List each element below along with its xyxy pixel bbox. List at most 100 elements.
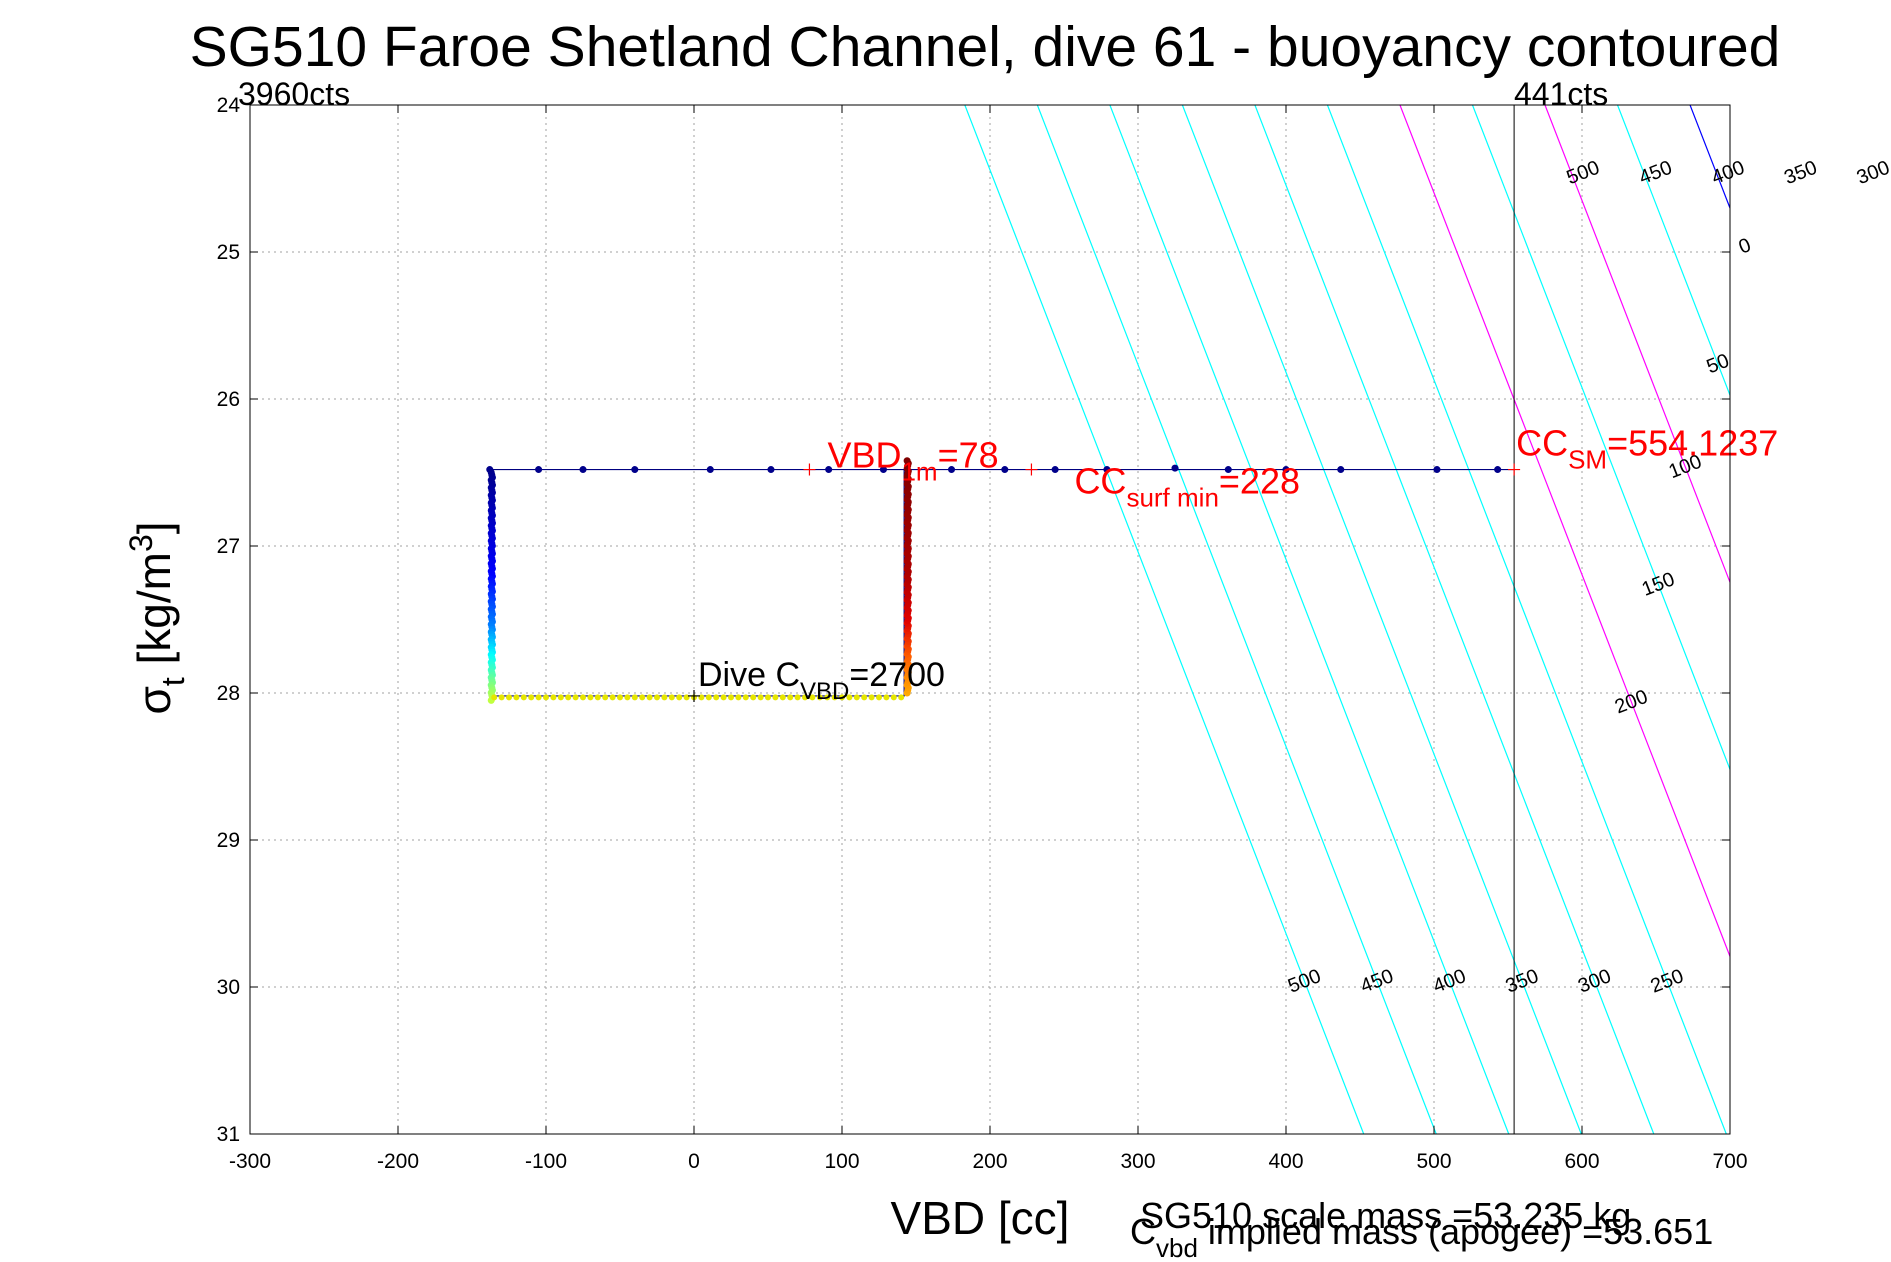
y-axis-label: σt [kg/m3] — [123, 521, 191, 714]
dive-points — [486, 457, 1502, 704]
bottom-point — [698, 694, 705, 701]
cc_sm-label: CCSM=554.1237 — [1516, 423, 1778, 475]
y-tick-label: 24 — [217, 94, 241, 117]
contour-line-100 — [1544, 105, 1730, 584]
bottom-point — [876, 694, 882, 701]
y-tick-label: 29 — [217, 829, 240, 852]
footer-implied-mass: Cvbd implied mass (apogee) =53.651 — [1130, 1211, 1713, 1262]
cc_surf_min-label: CCsurf min=228 — [1074, 461, 1300, 513]
x-tick-label: 500 — [1416, 1150, 1451, 1173]
surface-point — [1494, 466, 1502, 474]
y-tick-label: 30 — [217, 976, 240, 999]
bottom-point — [824, 694, 831, 701]
footer-implied-mass-tail: implied mass (apogee) =53.651 — [1198, 1211, 1713, 1252]
bottom-point — [639, 694, 646, 701]
bottom-point — [779, 694, 786, 701]
cc_surf_min-label-value: =228 — [1219, 461, 1300, 502]
contour-line-250 — [1326, 105, 1727, 1134]
bottom-point — [491, 694, 498, 701]
vbd1m-label-value: =78 — [938, 435, 999, 476]
bottom-point — [543, 694, 549, 701]
bottom-point — [839, 694, 845, 701]
contour-line-450 — [1036, 105, 1437, 1134]
surface-point — [767, 466, 775, 474]
surface-point — [631, 466, 639, 474]
chart-title: SG510 Faroe Shetland Channel, dive 61 - … — [190, 15, 1781, 79]
bottom-point — [683, 694, 690, 701]
bottom-point — [565, 694, 572, 701]
surface-point — [535, 466, 543, 474]
contour-line-300 — [1254, 105, 1655, 1134]
contour-line-500 — [964, 105, 1365, 1134]
vbd1m-label-main: VBD — [827, 435, 901, 476]
y-tick-label: 31 — [217, 1123, 240, 1146]
surface-point — [1224, 466, 1232, 474]
bottom-point — [646, 694, 653, 701]
y-tick-label: 25 — [217, 241, 240, 264]
bottom-point — [861, 694, 868, 701]
x-tick-label: -200 — [377, 1150, 419, 1173]
cc_sm-label-sub: SM — [1568, 445, 1607, 475]
y-axis-label-unit: [kg/m — [128, 552, 180, 677]
bottom-point — [580, 694, 586, 701]
bottom-point — [794, 694, 801, 701]
dive_cvbd-marker — [688, 689, 700, 702]
bottom-point — [654, 694, 660, 701]
count-label-left: 3960cts — [238, 76, 350, 112]
surface-point — [579, 466, 587, 474]
bottom-point — [661, 694, 668, 701]
bottom-point — [513, 694, 520, 701]
bottom-point — [735, 694, 742, 701]
y-axis-label-close: ] — [128, 521, 180, 534]
bottom-point — [498, 694, 505, 701]
bottom-point — [609, 694, 616, 701]
x-tick-label: 200 — [972, 1150, 1007, 1173]
bottom-point — [898, 694, 905, 701]
bottom-point — [594, 694, 601, 701]
cc_surf_min-label-main: CC — [1074, 461, 1126, 502]
bottom-point — [506, 694, 512, 701]
bottom-point — [868, 694, 875, 701]
bottom-point — [883, 694, 890, 701]
y-axis-label-symbol: σ — [128, 686, 180, 714]
contour-line-50 — [1616, 105, 1730, 397]
x-tick-label: 300 — [1120, 1150, 1155, 1173]
x-axis-ticks: -300 -200 -100 0 100 200 300 400 500 600 700 — [229, 105, 1748, 1173]
surface-point — [1001, 466, 1009, 474]
x-tick-label: 100 — [824, 1150, 859, 1173]
bottom-point — [572, 694, 579, 701]
vbd1m-marker — [803, 463, 816, 476]
x-tick-label: 700 — [1712, 1150, 1747, 1173]
bottom-point — [520, 694, 527, 701]
bottom-point — [557, 694, 564, 701]
bottom-point — [528, 694, 535, 701]
bottom-point — [742, 694, 749, 701]
dive_cvbd-label-sub: VBD — [800, 678, 849, 705]
bottom-point — [853, 694, 860, 701]
surface-point — [1337, 466, 1345, 474]
x-axis-label: VBD [cc] — [891, 1192, 1070, 1244]
bottom-point — [846, 694, 853, 701]
bottom-point — [587, 694, 594, 701]
ascent-point — [903, 457, 911, 465]
dive_cvbd-label: Dive CVBD=2700 — [698, 656, 945, 705]
dive_cvbd-label-value: =2700 — [849, 656, 945, 694]
y-tick-label: 26 — [217, 388, 240, 411]
x-tick-label: 600 — [1564, 1150, 1599, 1173]
bottom-point — [631, 694, 638, 701]
x-tick-label: 0 — [688, 1150, 700, 1173]
y-axis-label-sub: t — [155, 677, 191, 686]
bottom-point — [765, 694, 771, 701]
y-axis-label-sup: 3 — [123, 534, 159, 552]
footer-implied-mass-sub: vbd — [1156, 1233, 1198, 1262]
dive_cvbd-label-main: Dive C — [698, 656, 800, 694]
contour-line-200 — [1399, 105, 1730, 959]
surface-point — [1051, 466, 1059, 474]
surface-point — [825, 466, 833, 474]
footer-implied-mass-c: C — [1130, 1211, 1156, 1252]
vbd1m-label-sub: 1m — [901, 457, 937, 487]
bottom-point — [809, 694, 816, 701]
count-label-right: 441cts — [1514, 76, 1608, 112]
